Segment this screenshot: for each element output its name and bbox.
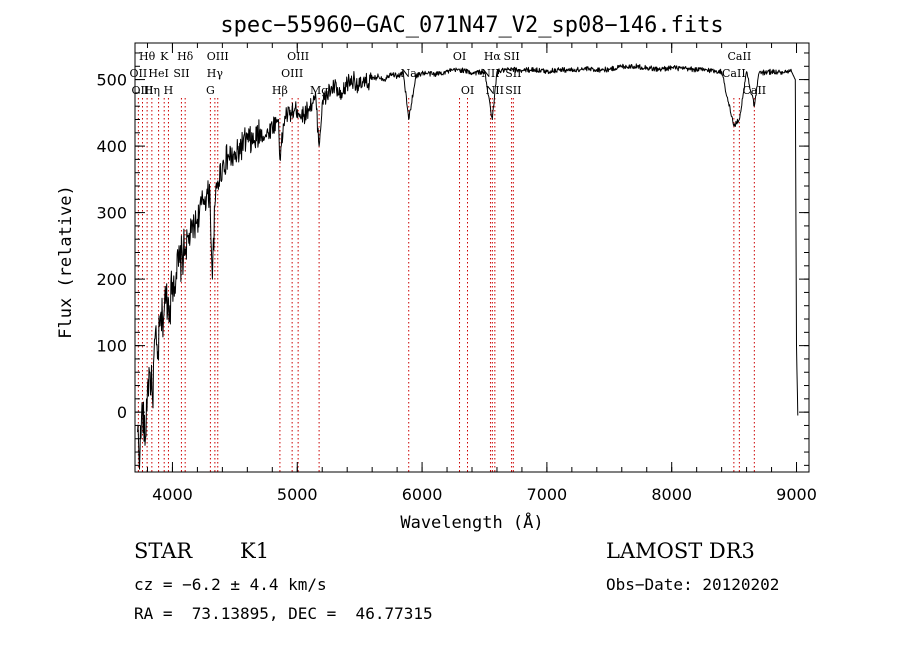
spectral-line-label: Hα xyxy=(484,50,502,63)
spectral-line-label: Hδ xyxy=(177,50,194,63)
spectral-line-label: CaII xyxy=(722,67,746,80)
spectral-line-label: Hθ xyxy=(139,50,156,63)
object-subclass: K1 xyxy=(240,539,270,563)
spectral-line-label: OI xyxy=(453,50,466,63)
y-axis-label: Flux (relative) xyxy=(56,185,76,339)
x-axis-label: Wavelength (Å) xyxy=(400,511,543,533)
y-axis-ticks: 0 100 200 300 400 500 xyxy=(96,52,809,466)
y-tick-label: 300 xyxy=(96,204,127,223)
spectral-line-label: Hη xyxy=(144,84,160,97)
x-axis-ticks: 4000 5000 6000 7000 8000 9000 xyxy=(146,43,817,504)
spectral-line-label: SII xyxy=(505,84,521,97)
object-class: STAR xyxy=(134,539,193,563)
spectral-line-label: OI xyxy=(461,84,474,97)
survey-name: LAMOST DR3 xyxy=(606,539,755,563)
x-tick-label: 7000 xyxy=(527,485,568,504)
y-tick-label: 500 xyxy=(96,71,127,90)
spectral-line-label: Hγ xyxy=(207,67,224,80)
spectral-line-label: CaII xyxy=(728,50,752,63)
spectral-line-label: SII xyxy=(503,50,519,63)
spectral-line-label: Na xyxy=(401,67,418,80)
spectral-line-label: CaII xyxy=(742,84,766,97)
spectrum-series xyxy=(137,63,799,470)
spectral-line-label: OII xyxy=(130,67,148,80)
y-tick-label: 400 xyxy=(96,137,127,156)
plot-frame xyxy=(134,42,810,473)
spectral-line-label: SII xyxy=(173,67,189,80)
x-tick-label: 8000 xyxy=(651,485,692,504)
spectral-line-label: OIII xyxy=(281,67,303,80)
x-tick-label: 5000 xyxy=(277,485,318,504)
spectral-line-label: H xyxy=(164,84,174,97)
y-tick-label: 100 xyxy=(96,337,127,356)
spectrum-line xyxy=(137,63,799,470)
x-tick-label: 9000 xyxy=(776,485,817,504)
obs-date: Obs−Date: 20120202 xyxy=(606,575,780,594)
spectral-line-label: Hβ xyxy=(272,84,288,97)
spectral-line-label: OIII xyxy=(287,50,309,63)
spectral-line-label: HeI xyxy=(148,67,168,80)
spectral-line-label: OIII xyxy=(131,84,153,97)
y-tick-label: 200 xyxy=(96,270,127,289)
spectral-line-label: K xyxy=(160,50,169,63)
redshift-cz: cz = −6.2 ± 4.4 km/s xyxy=(134,575,327,594)
x-tick-label: 6000 xyxy=(402,485,443,504)
ra-dec: RA = 73.13895, DEC = 46.77315 xyxy=(134,604,433,623)
chart-title: spec−55960−GAC_071N47_V2_sp08−146.fits xyxy=(220,13,723,38)
x-tick-label: 4000 xyxy=(152,485,193,504)
spectral-line-label: G xyxy=(206,84,215,97)
spectral-line-label: OIII xyxy=(207,50,229,63)
y-tick-label: 0 xyxy=(117,403,127,422)
